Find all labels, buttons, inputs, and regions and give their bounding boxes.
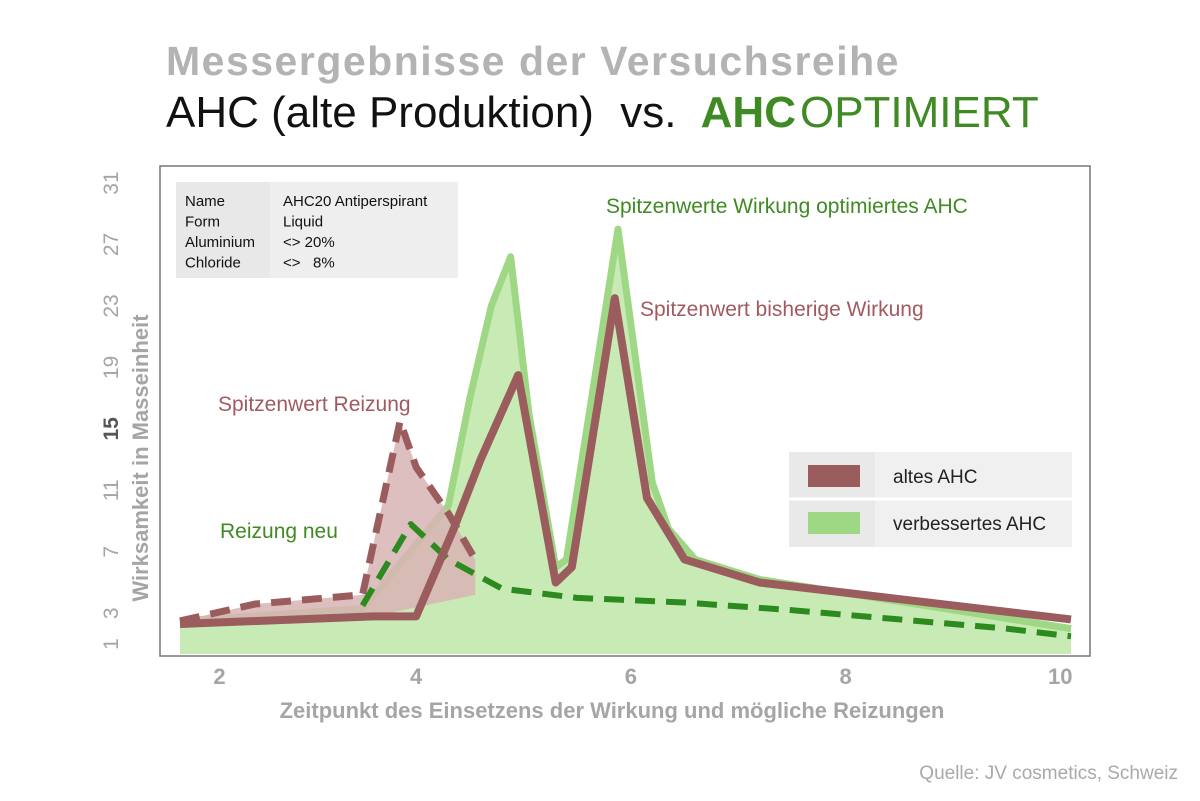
subtitle-vs: vs.: [620, 88, 677, 137]
y-axis-label: Wirksamkeit in Masseinheit: [128, 314, 153, 602]
y-tick-label: 3: [100, 607, 123, 619]
old-ahc-line: [179, 294, 1072, 629]
irritation-old-area: [180, 421, 476, 626]
subtitle-optimiert: OPTIMIERT: [799, 88, 1039, 137]
y-tick-label: 27: [100, 233, 123, 256]
info-value: Liquid: [283, 214, 323, 231]
info-value: <> 8%: [283, 255, 335, 272]
y-tick-label: 19: [100, 356, 123, 379]
info-box-rows: Name AHC20 Antiperspirant Form Liquid Alumin…: [185, 193, 428, 272]
legend: altes AHC verbessertes AHC: [789, 452, 1072, 547]
legend-swatch-old: [808, 465, 860, 487]
x-tick-label: 4: [410, 664, 423, 689]
legend-label-old: altes AHC: [893, 467, 977, 488]
info-box: Name AHC20 Antiperspirant Form Liquid Alumin…: [176, 182, 458, 278]
x-tick-label: 6: [625, 664, 637, 689]
annotation-peak-irritation: Spitzenwert Reizung: [218, 393, 411, 416]
legend-swatch-improved: [808, 512, 860, 534]
y-tick-label: 31: [100, 171, 123, 194]
x-tick-label: 10: [1048, 664, 1072, 689]
info-box-value-bg: [270, 182, 458, 278]
chart-title: Messergebnisse der Versuchsreihe: [166, 38, 900, 84]
info-key: Form: [185, 214, 220, 231]
y-tick-label: 15: [100, 417, 123, 441]
irritation-old-line: [179, 417, 479, 625]
legend-label-improved: verbessertes AHC: [893, 514, 1046, 535]
subtitle-ahc: AHC: [700, 88, 796, 137]
source-note: Quelle: JV cosmetics, Schweiz: [919, 763, 1178, 784]
info-key: Aluminium: [185, 234, 255, 251]
series-layer: [179, 225, 1072, 654]
y-axis-ticks: 1 3 7 11 15 19 23 27 31: [100, 171, 123, 650]
info-key: Name: [185, 193, 225, 210]
x-axis-ticks: 2 4 6 8 10: [213, 664, 1072, 689]
x-axis-label: Zeitpunkt des Einsetzens der Wirkung und…: [280, 698, 945, 723]
info-value: <> 20%: [283, 234, 335, 251]
y-tick-label: 7: [100, 546, 123, 558]
chart-subtitle: AHC (alte Produktion) vs. AHCOPTIMIERT: [166, 88, 1039, 138]
info-value: AHC20 Antiperspirant: [283, 193, 428, 210]
subtitle-old-production: AHC (alte Produktion): [166, 88, 594, 137]
annotation-peak-optimized: Spitzenwerte Wirkung optimiertes AHC: [606, 195, 968, 218]
annotation-irritation-new: Reizung neu: [220, 520, 338, 543]
x-tick-label: 2: [213, 664, 225, 689]
plot-frame: [159, 165, 1091, 657]
info-key: Chloride: [185, 255, 241, 272]
y-tick-label: 23: [100, 294, 123, 317]
improved-ahc-area: [180, 229, 1071, 654]
y-tick-label: 1: [100, 638, 123, 650]
y-tick-label: 11: [100, 479, 123, 501]
annotation-peak-old: Spitzenwert bisherige Wirkung: [640, 298, 924, 321]
x-tick-label: 8: [839, 664, 851, 689]
irritation-new-line: [359, 521, 1072, 640]
